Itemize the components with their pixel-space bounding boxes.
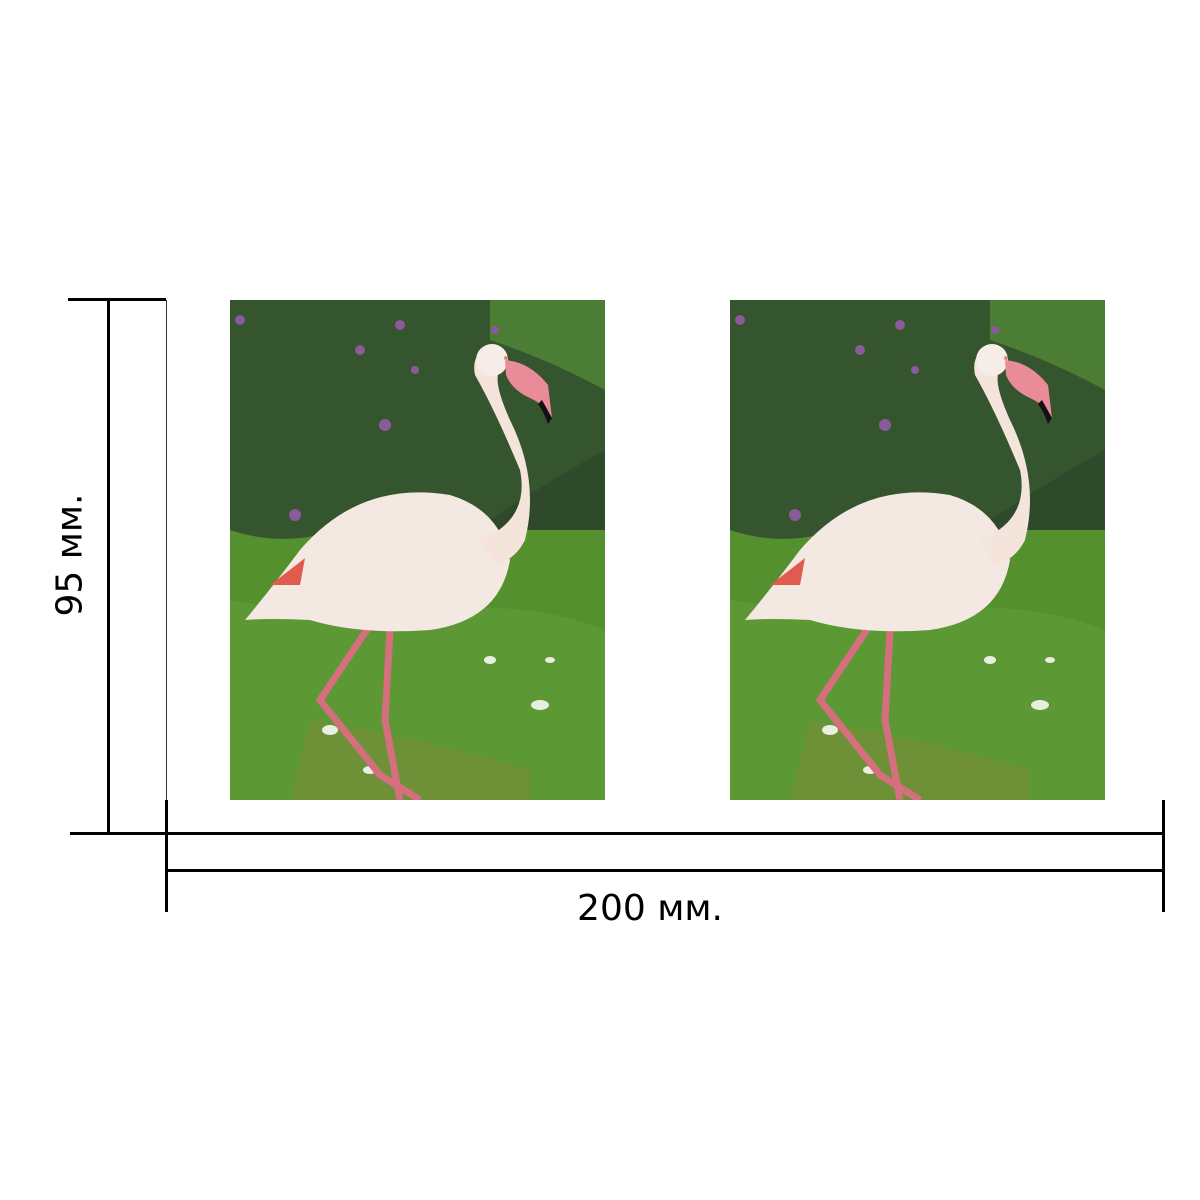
height-dimension-line [107, 298, 110, 835]
height-bottom-extension-line [70, 832, 1165, 835]
height-label: 95 мм. [49, 493, 91, 617]
width-label: 200 мм. [577, 888, 723, 929]
flamingo-photo-left [230, 300, 605, 800]
flamingo-photo-right [730, 300, 1105, 800]
height-top-extension-line [68, 298, 166, 301]
width-dimension-line [165, 869, 1165, 872]
width-right-extension-line [1162, 800, 1165, 912]
height-edge-line [166, 300, 167, 800]
width-left-extension-line [165, 800, 168, 912]
